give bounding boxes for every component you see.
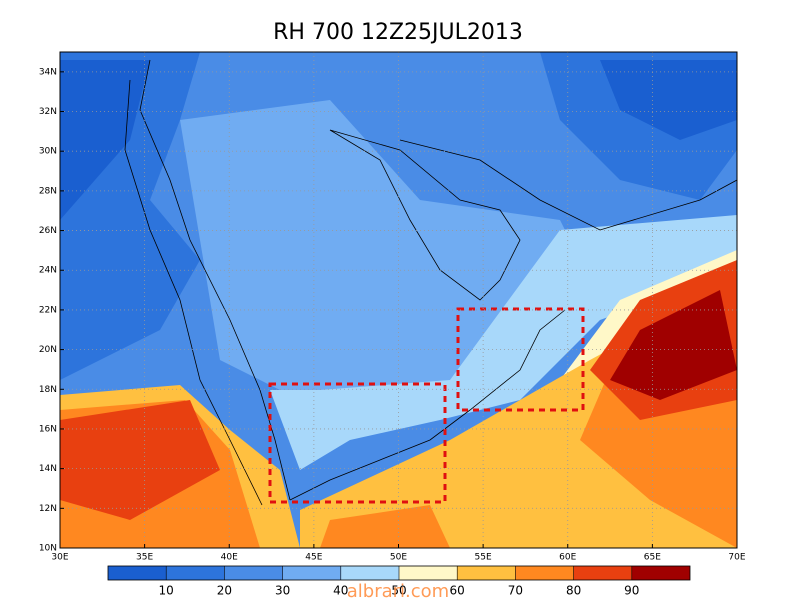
x-tick-label: 70E [728, 553, 745, 563]
y-tick-label: 18N [39, 385, 57, 395]
colorbar-label: 40 [333, 584, 348, 598]
colorbar-swatch [282, 566, 341, 580]
colorbar-label: 80 [566, 584, 581, 598]
x-tick-label: 65E [644, 553, 661, 563]
y-tick-label: 30N [39, 147, 57, 157]
colorbar-label: 30 [275, 584, 290, 598]
colorbar-swatch [224, 566, 283, 580]
y-tick-label: 32N [39, 107, 57, 117]
colorbar-swatch [515, 566, 574, 580]
y-tick-label: 34N [39, 67, 57, 77]
colorbar-swatch [457, 566, 516, 580]
y-tick-label: 10N [39, 544, 57, 554]
colorbar-label: 50 [391, 584, 406, 598]
y-tick-label: 16N [39, 424, 57, 434]
colorbar-swatch [573, 566, 632, 580]
y-tick-label: 12N [39, 504, 57, 514]
colorbar-label: 60 [450, 584, 465, 598]
y-tick-label: 24N [39, 266, 57, 276]
x-tick-label: 35E [136, 553, 153, 563]
x-tick-label: 45E [305, 553, 322, 563]
y-tick-label: 20N [39, 345, 57, 355]
x-tick-label: 30E [51, 553, 68, 563]
colorbar-label: 10 [159, 584, 174, 598]
watermark: albrari.com [347, 581, 449, 600]
y-tick-label: 22N [39, 305, 57, 315]
colorbar-label: 90 [624, 584, 639, 598]
colorbar-swatch [399, 566, 458, 580]
colorbar-label: 20 [217, 584, 232, 598]
x-tick-label: 40E [221, 553, 238, 563]
x-tick-label: 50E [390, 553, 407, 563]
y-tick-label: 26N [39, 226, 57, 236]
grid [59, 52, 738, 549]
y-tick-label: 28N [39, 186, 57, 196]
x-tick-label: 55E [475, 553, 492, 563]
colorbar-swatch [340, 566, 399, 580]
colorbar-swatch [631, 566, 690, 580]
colorbar-swatch [166, 566, 225, 580]
colorbar: 10 20 30 40 50 60 70 80 90 [107, 565, 691, 598]
colorbar-label: 70 [508, 584, 523, 598]
y-tick-label: 14N [39, 464, 57, 474]
map-title: RH 700 12Z25JUL2013 [273, 20, 523, 45]
colorbar-swatch [108, 566, 167, 580]
axes: 30E 35E 40E 45E 50E 55E 60E 65E 70E 10N 12N 14N 16N 1… [39, 67, 746, 562]
x-tick-label: 60E [559, 553, 576, 563]
